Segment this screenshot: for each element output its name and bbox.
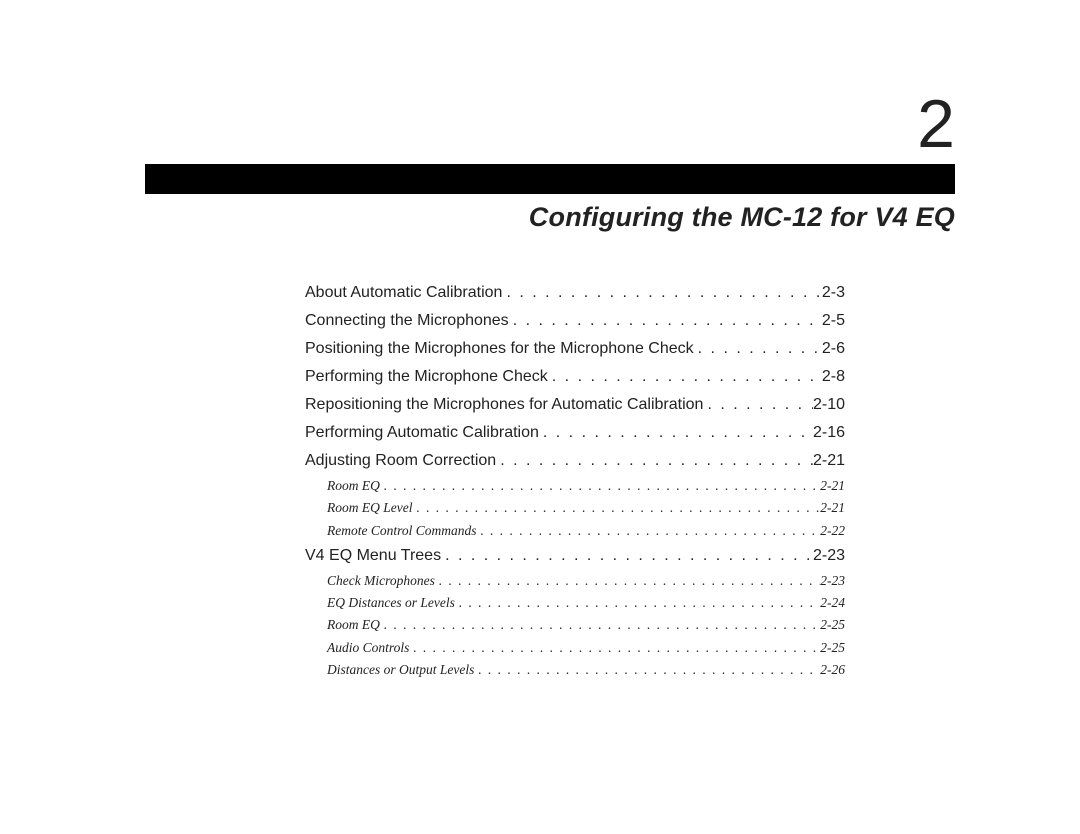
toc-leader-dots — [441, 542, 813, 570]
toc-entry-page: 2-23 — [820, 570, 845, 592]
toc-entry: V4 EQ Menu Trees 2-23 — [305, 542, 845, 570]
toc-leader-dots — [380, 475, 820, 497]
toc-leader-dots — [703, 391, 813, 419]
toc-entry: Connecting the Microphones 2-5 — [305, 307, 845, 335]
toc-leader-dots — [496, 447, 813, 475]
toc-leader-dots — [409, 637, 820, 659]
toc-entry: Performing the Microphone Check 2-8 — [305, 363, 845, 391]
toc-entry: Remote Control Commands 2-22 — [305, 520, 845, 542]
toc-entry-label: Remote Control Commands — [327, 520, 477, 542]
toc-entry-label: V4 EQ Menu Trees — [305, 542, 441, 570]
toc-entry-page: 2-21 — [813, 447, 845, 475]
toc-entry-page: 2-21 — [820, 475, 845, 497]
toc-entry-page: 2-5 — [822, 307, 845, 335]
toc-leader-dots — [548, 363, 822, 391]
toc-entry: Room EQ Level 2-21 — [305, 497, 845, 519]
toc-leader-dots — [412, 497, 820, 519]
chapter-number: 2 — [145, 90, 955, 158]
toc-entry-page: 2-16 — [813, 419, 845, 447]
toc-entry-page: 2-24 — [820, 592, 845, 614]
toc-leader-dots — [455, 592, 820, 614]
chapter-title: Configuring the MC-12 for V4 EQ — [145, 202, 955, 233]
toc-entry-page: 2-8 — [822, 363, 845, 391]
toc-entry-page: 2-6 — [822, 335, 845, 363]
toc-entry-page: 2-26 — [820, 659, 845, 681]
toc-entry-label: Performing the Microphone Check — [305, 363, 548, 391]
toc-entry-page: 2-10 — [813, 391, 845, 419]
toc-entry-label: EQ Distances or Levels — [327, 592, 455, 614]
toc-entry-page: 2-21 — [820, 497, 845, 519]
toc-leader-dots — [502, 279, 821, 307]
toc-leader-dots — [477, 520, 821, 542]
toc-leader-dots — [694, 335, 822, 363]
toc-entry-label: Room EQ Level — [327, 497, 412, 519]
toc-entry-label: Performing Automatic Calibration — [305, 419, 539, 447]
toc-entry-label: Positioning the Microphones for the Micr… — [305, 335, 694, 363]
toc-entry-label: Adjusting Room Correction — [305, 447, 496, 475]
toc-entry-label: About Automatic Calibration — [305, 279, 502, 307]
toc-entry-page: 2-23 — [813, 542, 845, 570]
toc-entry-page: 2-25 — [820, 637, 845, 659]
toc-entry-label: Check Microphones — [327, 570, 435, 592]
toc-leader-dots — [474, 659, 820, 681]
table-of-contents: About Automatic Calibration2-3Connecting… — [305, 279, 845, 681]
toc-leader-dots — [380, 614, 820, 636]
toc-entry: EQ Distances or Levels 2-24 — [305, 592, 845, 614]
toc-entry-label: Audio Controls — [327, 637, 409, 659]
toc-entry: Repositioning the Microphones for Automa… — [305, 391, 845, 419]
toc-leader-dots — [435, 570, 820, 592]
toc-entry: About Automatic Calibration 2-3 — [305, 279, 845, 307]
toc-entry-page: 2-3 — [822, 279, 845, 307]
toc-entry-label: Room EQ — [327, 475, 380, 497]
toc-entry-label: Room EQ — [327, 614, 380, 636]
toc-entry-label: Repositioning the Microphones for Automa… — [305, 391, 703, 419]
toc-leader-dots — [539, 419, 813, 447]
toc-entry-label: Connecting the Microphones — [305, 307, 509, 335]
chapter-toc-page: 2 Configuring the MC-12 for V4 EQ About … — [145, 90, 955, 681]
toc-entry: Positioning the Microphones for the Micr… — [305, 335, 845, 363]
toc-entry: Adjusting Room Correction 2-21 — [305, 447, 845, 475]
chapter-title-bar — [145, 164, 955, 194]
toc-entry: Performing Automatic Calibration 2-16 — [305, 419, 845, 447]
toc-entry-page: 2-22 — [820, 520, 845, 542]
toc-entry: Check Microphones 2-23 — [305, 570, 845, 592]
toc-entry-label: Distances or Output Levels — [327, 659, 474, 681]
toc-entry: Room EQ 2-25 — [305, 614, 845, 636]
toc-leader-dots — [509, 307, 822, 335]
toc-entry: Room EQ 2-21 — [305, 475, 845, 497]
toc-entry: Distances or Output Levels 2-26 — [305, 659, 845, 681]
toc-entry-page: 2-25 — [820, 614, 845, 636]
toc-entry: Audio Controls 2-25 — [305, 637, 845, 659]
